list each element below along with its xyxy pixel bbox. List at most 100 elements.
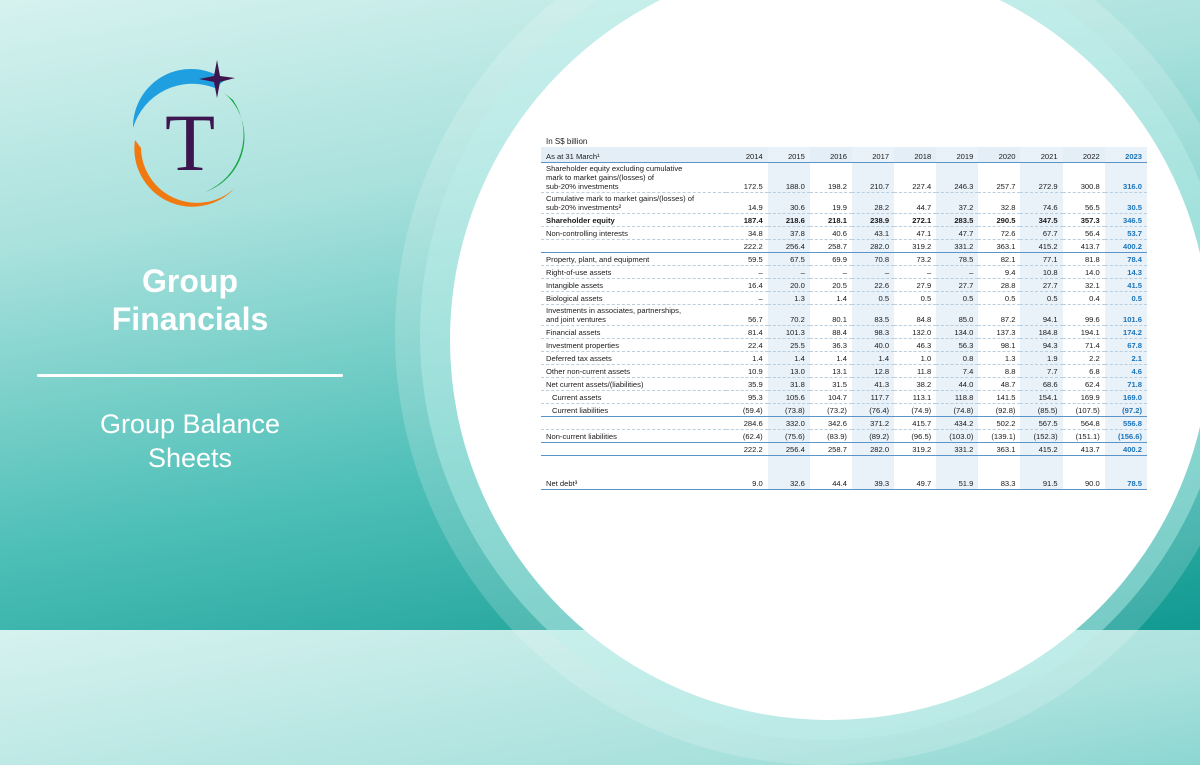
- cell-value: 56.3: [936, 338, 979, 352]
- cell-value: (73.2): [809, 403, 852, 417]
- cell-value: 319.2: [894, 442, 937, 456]
- cell-value: (62.4): [725, 429, 768, 443]
- table-row: 222.2 256.4 258.7 282.0 319.2 331.2 363.1 415.2…: [541, 442, 1147, 456]
- table-header: As at 31 March¹ 2014 2015 2016 2017 2018 2019…: [541, 147, 1147, 163]
- cell-value: 13.0: [767, 364, 810, 378]
- cell-value: 70.2: [767, 304, 810, 326]
- cell-value: 184.8: [1020, 325, 1063, 339]
- table-row: Net debt³ 9.0 32.6 44.4 39.3 49.7 51.9 83.3 91.5…: [541, 455, 1147, 490]
- cell-value: 7.7: [1020, 364, 1063, 378]
- row-label: Right-of-use assets: [541, 265, 726, 279]
- cell-value: 222.2: [725, 239, 768, 253]
- cell-value: 118.8: [936, 390, 979, 404]
- cell-value: 95.3: [725, 390, 768, 404]
- cell-value: 62.4: [1062, 377, 1105, 391]
- unit-label: In S$ billion: [546, 137, 588, 146]
- title-line: Group: [142, 263, 238, 299]
- table-row: 284.6 332.0 342.6 371.2 415.7 434.2 502.2 567.5…: [541, 416, 1147, 430]
- cell-value: 20.0: [767, 278, 810, 292]
- cell-value: 400.2: [1104, 442, 1147, 456]
- cell-value: 218.6: [767, 213, 810, 227]
- table-row: Investments in associates, partnerships,…: [541, 304, 1147, 326]
- cell-value: (96.5): [894, 429, 937, 443]
- cell-value: 83.3: [978, 455, 1021, 490]
- cell-value: 316.0: [1104, 162, 1147, 193]
- cell-value: 331.2: [936, 442, 979, 456]
- cell-value: –: [894, 265, 937, 279]
- year-header: 2021: [1020, 147, 1063, 163]
- cell-value: 0.5: [1020, 291, 1063, 305]
- year-header: 2022: [1062, 147, 1105, 163]
- cell-value: 1.3: [978, 351, 1021, 365]
- cell-value: 567.5: [1020, 416, 1063, 430]
- cell-value: 363.1: [978, 442, 1021, 456]
- cell-value: 41.5: [1104, 278, 1147, 292]
- cell-value: (92.8): [978, 403, 1021, 417]
- row-label: Investments in associates, partnerships,…: [541, 304, 726, 326]
- row-label: Non-controlling interests: [541, 226, 726, 240]
- cell-value: 32.6: [767, 455, 810, 490]
- cell-value: 56.5: [1062, 192, 1105, 214]
- cell-value: 6.8: [1062, 364, 1105, 378]
- cell-value: 1.4: [809, 291, 852, 305]
- table-row: Current assets 95.3 105.6 104.7 117.7 113.1 11…: [541, 390, 1147, 404]
- cell-value: –: [767, 265, 810, 279]
- cell-value: 2.2: [1062, 351, 1105, 365]
- cell-value: 8.8: [978, 364, 1021, 378]
- cell-value: 342.6: [809, 416, 852, 430]
- cell-value: 78.5: [936, 252, 979, 266]
- cell-value: 84.8: [894, 304, 937, 326]
- cell-value: 210.7: [851, 162, 895, 193]
- cell-value: 300.8: [1062, 162, 1105, 193]
- cell-value: 357.3: [1062, 213, 1105, 227]
- cell-value: 331.2: [936, 239, 979, 253]
- cell-value: (107.5): [1062, 403, 1105, 417]
- cell-value: 132.0: [894, 325, 937, 339]
- cell-value: 101.6: [1104, 304, 1147, 326]
- cell-value: 400.2: [1104, 239, 1147, 253]
- cell-value: (97.2): [1104, 403, 1147, 417]
- cell-value: 77.1: [1020, 252, 1063, 266]
- cell-value: 198.2: [809, 162, 852, 193]
- cell-value: 1.3: [767, 291, 810, 305]
- divider: [37, 374, 343, 377]
- cell-value: 2.1: [1104, 351, 1147, 365]
- cell-value: 188.0: [767, 162, 810, 193]
- cell-value: 222.2: [725, 442, 768, 456]
- cell-value: 78.5: [1104, 455, 1147, 490]
- table-row: Net current assets/(liabilities) 35.9 31.8…: [541, 377, 1147, 391]
- table-row: 222.2 256.4 258.7 282.0 319.2 331.2 363.1 415.2…: [541, 239, 1147, 253]
- table-row: Biological assets –1.3 1.4 0.5 0.5 0.5 0.5 0.5 0…: [541, 291, 1147, 305]
- cell-value: 41.3: [851, 377, 895, 391]
- cell-value: 94.3: [1020, 338, 1063, 352]
- cell-value: 0.4: [1062, 291, 1105, 305]
- cell-value: 256.4: [767, 239, 810, 253]
- row-label: Shareholder equity excluding cumulative …: [541, 162, 726, 193]
- cell-value: 71.4: [1062, 338, 1105, 352]
- cell-value: 319.2: [894, 239, 937, 253]
- cell-value: 48.7: [978, 377, 1021, 391]
- table-row: Right-of-use assets – – – – – –9.4 10.8 14.0 14.3: [541, 265, 1147, 279]
- cell-value: 258.7: [809, 239, 852, 253]
- table-row: Current liabilities (59.4) (73.8) (73.2) (76…: [541, 403, 1147, 417]
- cell-value: 194.1: [1062, 325, 1105, 339]
- cell-value: 413.7: [1062, 442, 1105, 456]
- row-label: [541, 416, 726, 430]
- cell-value: 154.1: [1020, 390, 1063, 404]
- cell-value: 0.5: [1104, 291, 1147, 305]
- cell-value: 346.5: [1104, 213, 1147, 227]
- row-label: Net current assets/(liabilities): [541, 377, 726, 391]
- cell-value: 137.3: [978, 325, 1021, 339]
- cell-value: 81.8: [1062, 252, 1105, 266]
- cell-value: 88.4: [809, 325, 852, 339]
- year-header: 2015: [767, 147, 810, 163]
- row-label: Investment properties: [541, 338, 726, 352]
- year-header: 2020: [978, 147, 1021, 163]
- cell-value: 347.5: [1020, 213, 1063, 227]
- cell-value: 257.7: [978, 162, 1021, 193]
- cell-value: 20.5: [809, 278, 852, 292]
- cell-value: 1.9: [1020, 351, 1063, 365]
- cell-value: 7.4: [936, 364, 979, 378]
- cell-value: 272.1: [894, 213, 937, 227]
- cell-value: –: [936, 265, 979, 279]
